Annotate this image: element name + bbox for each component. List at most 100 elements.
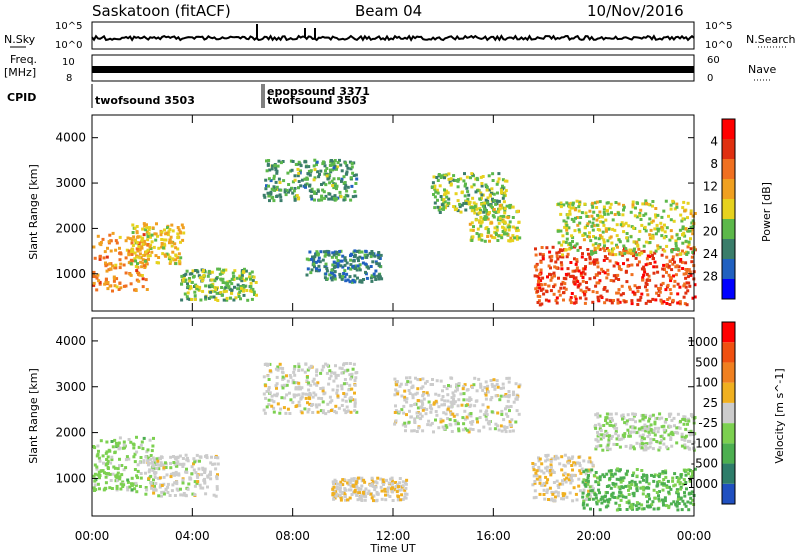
data-cell <box>499 424 503 428</box>
data-cell <box>328 164 332 167</box>
data-cell <box>144 492 148 496</box>
data-cell <box>383 487 387 491</box>
data-cell <box>652 429 656 433</box>
data-cell <box>691 472 695 476</box>
data-cell <box>130 253 134 256</box>
data-cell <box>113 438 117 442</box>
data-cell <box>617 494 621 498</box>
data-cell <box>587 474 590 477</box>
data-cell <box>453 419 457 423</box>
data-cell <box>443 176 446 180</box>
data-cell <box>275 185 279 189</box>
data-cell <box>515 226 519 230</box>
data-cell <box>350 493 354 496</box>
data-cell <box>166 482 170 486</box>
data-cell <box>315 368 319 372</box>
data-cell <box>265 405 269 409</box>
data-cell <box>572 486 576 490</box>
data-cell <box>610 434 614 438</box>
data-cell <box>552 491 556 495</box>
data-cell <box>435 188 439 192</box>
data-cell <box>218 272 222 276</box>
data-cell <box>293 178 297 182</box>
data-cell <box>594 236 598 240</box>
data-cell <box>280 370 284 374</box>
data-cell <box>458 202 462 206</box>
data-cell <box>303 160 307 164</box>
data-cell <box>462 202 466 205</box>
data-cell <box>688 469 692 472</box>
data-cell <box>675 476 679 479</box>
data-cell <box>276 365 280 369</box>
data-cell <box>163 243 167 247</box>
data-cell <box>403 492 407 496</box>
data-cell <box>333 274 337 278</box>
data-cell <box>353 398 357 402</box>
data-cell <box>146 235 150 238</box>
data-cell <box>380 277 384 281</box>
data-cell <box>324 253 328 256</box>
data-cell <box>642 488 646 492</box>
data-cell <box>463 172 466 176</box>
data-cell <box>515 395 519 399</box>
data-cell <box>393 487 396 491</box>
data-cell <box>349 258 353 262</box>
data-cell <box>432 401 436 405</box>
data-cell <box>360 476 364 480</box>
data-cell <box>349 410 353 414</box>
data-cell <box>332 482 336 485</box>
data-cell <box>610 301 614 305</box>
data-cell <box>313 191 317 195</box>
data-cell <box>348 373 352 377</box>
data-cell <box>244 284 248 288</box>
data-cell <box>648 217 652 221</box>
data-cell <box>559 229 563 233</box>
data-cell <box>283 190 287 194</box>
data-cell <box>442 205 446 209</box>
data-cell <box>561 255 565 259</box>
data-cell <box>347 388 351 392</box>
data-cell <box>691 228 695 232</box>
data-cell <box>387 486 390 490</box>
data-cell <box>250 270 254 274</box>
data-cell <box>101 237 105 241</box>
data-cell <box>160 230 164 234</box>
data-cell <box>456 199 460 203</box>
data-cell <box>135 230 139 234</box>
data-cell <box>505 425 509 429</box>
data-cell <box>307 258 311 262</box>
data-cell <box>422 391 426 394</box>
data-cell <box>104 486 107 490</box>
data-cell <box>353 190 357 194</box>
data-cell <box>421 408 425 412</box>
data-cell <box>416 406 420 410</box>
data-cell <box>192 462 195 466</box>
data-cell <box>648 497 651 501</box>
data-cell <box>597 433 601 437</box>
data-cell <box>159 464 163 467</box>
data-cell <box>636 289 640 293</box>
data-cell <box>353 249 357 253</box>
data-cell <box>329 409 333 412</box>
data-cell <box>333 492 337 496</box>
data-cell <box>489 398 493 402</box>
data-cell <box>607 227 611 231</box>
data-cell <box>410 429 414 433</box>
data-cell <box>647 419 651 423</box>
data-cell <box>336 482 339 486</box>
data-cell <box>381 478 385 482</box>
data-cell <box>540 469 544 473</box>
freq-left-tick-low: 8 <box>66 73 72 84</box>
data-cell <box>684 473 688 477</box>
data-cell <box>495 199 499 203</box>
data-cell <box>354 173 358 177</box>
data-cell <box>689 496 693 500</box>
data-cell <box>353 391 356 395</box>
data-cell <box>681 233 685 237</box>
data-cell <box>597 216 601 219</box>
x-tick-label: 20:00 <box>576 529 611 543</box>
data-cell <box>193 290 197 294</box>
data-cell <box>627 499 631 503</box>
data-cell <box>224 281 228 285</box>
data-cell <box>186 297 190 301</box>
